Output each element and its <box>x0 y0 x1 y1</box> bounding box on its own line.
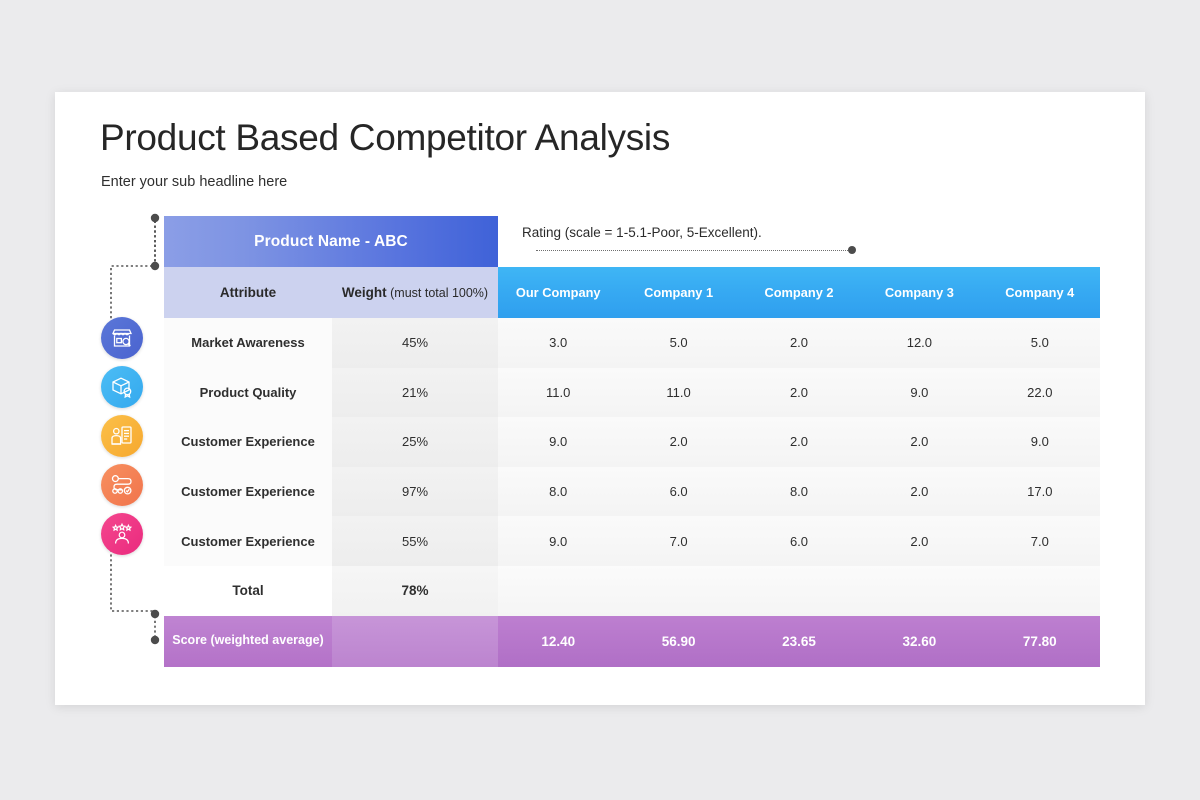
row-weight: 55% <box>332 516 499 566</box>
competitor-comparison-table: Product Name - ABC Rating (scale = 1-5.1… <box>164 216 1100 667</box>
row-value-company-1: 5.0 <box>618 318 739 368</box>
total-label: Total <box>164 565 332 616</box>
row-value-company-4: 9.0 <box>979 417 1100 467</box>
row-value-our-company: 8.0 <box>498 466 619 517</box>
column-header-weight: Weight (must total 100%) <box>332 267 499 318</box>
row-value-company-4: 7.0 <box>979 516 1100 566</box>
column-header-attribute: Attribute <box>164 267 332 318</box>
column-header-company-2: Company 2 <box>738 267 860 318</box>
row-value-company-2: 8.0 <box>738 466 860 517</box>
process-flow-check-icon[interactable] <box>101 464 143 506</box>
row-attribute: Customer Experience <box>164 516 332 566</box>
row-value-company-3: 2.0 <box>859 466 980 517</box>
table-row: Customer Experience 55% 9.0 7.0 6.0 2.0 … <box>164 516 1100 566</box>
table-row: Market Awareness 45% 3.0 5.0 2.0 12.0 5.… <box>164 318 1100 368</box>
row-value-our-company: 9.0 <box>498 417 619 467</box>
total-value-company-2 <box>738 565 860 616</box>
total-value-company-4 <box>979 565 1100 616</box>
column-header-company-3: Company 3 <box>859 267 980 318</box>
row-value-our-company: 9.0 <box>498 516 619 566</box>
rating-note-text: Rating (scale = 1-5.1-Poor, 5-Excellent)… <box>522 224 762 240</box>
row-value-company-4: 22.0 <box>979 367 1100 418</box>
row-value-company-4: 5.0 <box>979 318 1100 368</box>
score-label: Score (weighted average) <box>164 615 332 667</box>
score-value-company-3: 32.60 <box>859 615 980 667</box>
row-value-our-company: 11.0 <box>498 367 619 418</box>
storefront-search-icon[interactable] <box>101 317 143 359</box>
table-header-row: Attribute Weight (must total 100%) Our C… <box>164 267 1100 318</box>
row-value-company-1: 2.0 <box>618 417 739 467</box>
row-value-company-2: 2.0 <box>738 367 860 418</box>
score-value-company-1: 56.90 <box>618 615 739 667</box>
row-value-company-3: 9.0 <box>859 367 980 418</box>
row-value-company-2: 6.0 <box>738 516 860 566</box>
row-value-company-1: 7.0 <box>618 516 739 566</box>
weight-label: Weight <box>341 285 387 300</box>
table-score-row: Score (weighted average) 12.40 56.90 23.… <box>164 615 1100 667</box>
rating-note-cell: Rating (scale = 1-5.1-Poor, 5-Excellent)… <box>498 216 1100 267</box>
total-weight: 78% <box>332 565 499 616</box>
package-quality-badge-icon[interactable] <box>101 366 143 408</box>
page-subtitle: Enter your sub headline here <box>101 174 288 190</box>
customer-document-icon[interactable] <box>101 415 143 457</box>
row-value-company-1: 6.0 <box>618 466 739 517</box>
row-value-our-company: 3.0 <box>498 318 619 368</box>
score-value-company-4: 77.80 <box>979 615 1100 667</box>
row-weight: 21% <box>332 367 499 418</box>
row-attribute: Market Awareness <box>164 318 332 368</box>
table-row: Customer Experience 25% 9.0 2.0 2.0 2.0 … <box>164 417 1100 467</box>
row-value-company-3: 12.0 <box>859 318 980 368</box>
row-weight: 45% <box>332 318 499 368</box>
score-value-company-2: 23.65 <box>738 615 860 667</box>
total-value-our-company <box>498 565 619 616</box>
row-value-company-3: 2.0 <box>859 417 980 467</box>
column-header-our-company: Our Company <box>498 267 619 318</box>
page-title: Product Based Competitor Analysis <box>100 117 671 158</box>
row-value-company-1: 11.0 <box>618 367 739 418</box>
row-weight: 97% <box>332 466 499 517</box>
total-value-company-3 <box>859 565 980 616</box>
product-name-banner: Product Name - ABC <box>164 216 499 267</box>
score-value-our-company: 12.40 <box>498 615 619 667</box>
table-banner-row: Product Name - ABC Rating (scale = 1-5.1… <box>164 216 1100 267</box>
row-value-company-4: 17.0 <box>979 466 1100 517</box>
row-value-company-2: 2.0 <box>738 318 860 368</box>
row-attribute: Customer Experience <box>164 466 332 517</box>
table-total-row: Total 78% <box>164 565 1100 616</box>
score-weight <box>332 615 499 667</box>
weight-sublabel: (must total 100%) <box>386 286 489 300</box>
customer-rating-stars-icon[interactable] <box>101 513 143 555</box>
icon-column <box>101 317 150 562</box>
row-attribute: Product Quality <box>164 367 332 418</box>
row-weight: 25% <box>332 417 499 467</box>
rating-leader-line <box>536 246 857 255</box>
slide-card: Product Based Competitor Analysis Enter … <box>55 92 1145 705</box>
total-value-company-1 <box>618 565 739 616</box>
column-header-company-1: Company 1 <box>618 267 739 318</box>
column-header-company-4: Company 4 <box>979 267 1100 318</box>
table-row: Customer Experience 97% 8.0 6.0 8.0 2.0 … <box>164 466 1100 517</box>
row-value-company-2: 2.0 <box>738 417 860 467</box>
row-attribute: Customer Experience <box>164 417 332 467</box>
row-value-company-3: 2.0 <box>859 516 980 566</box>
table-row: Product Quality 21% 11.0 11.0 2.0 9.0 22… <box>164 367 1100 418</box>
